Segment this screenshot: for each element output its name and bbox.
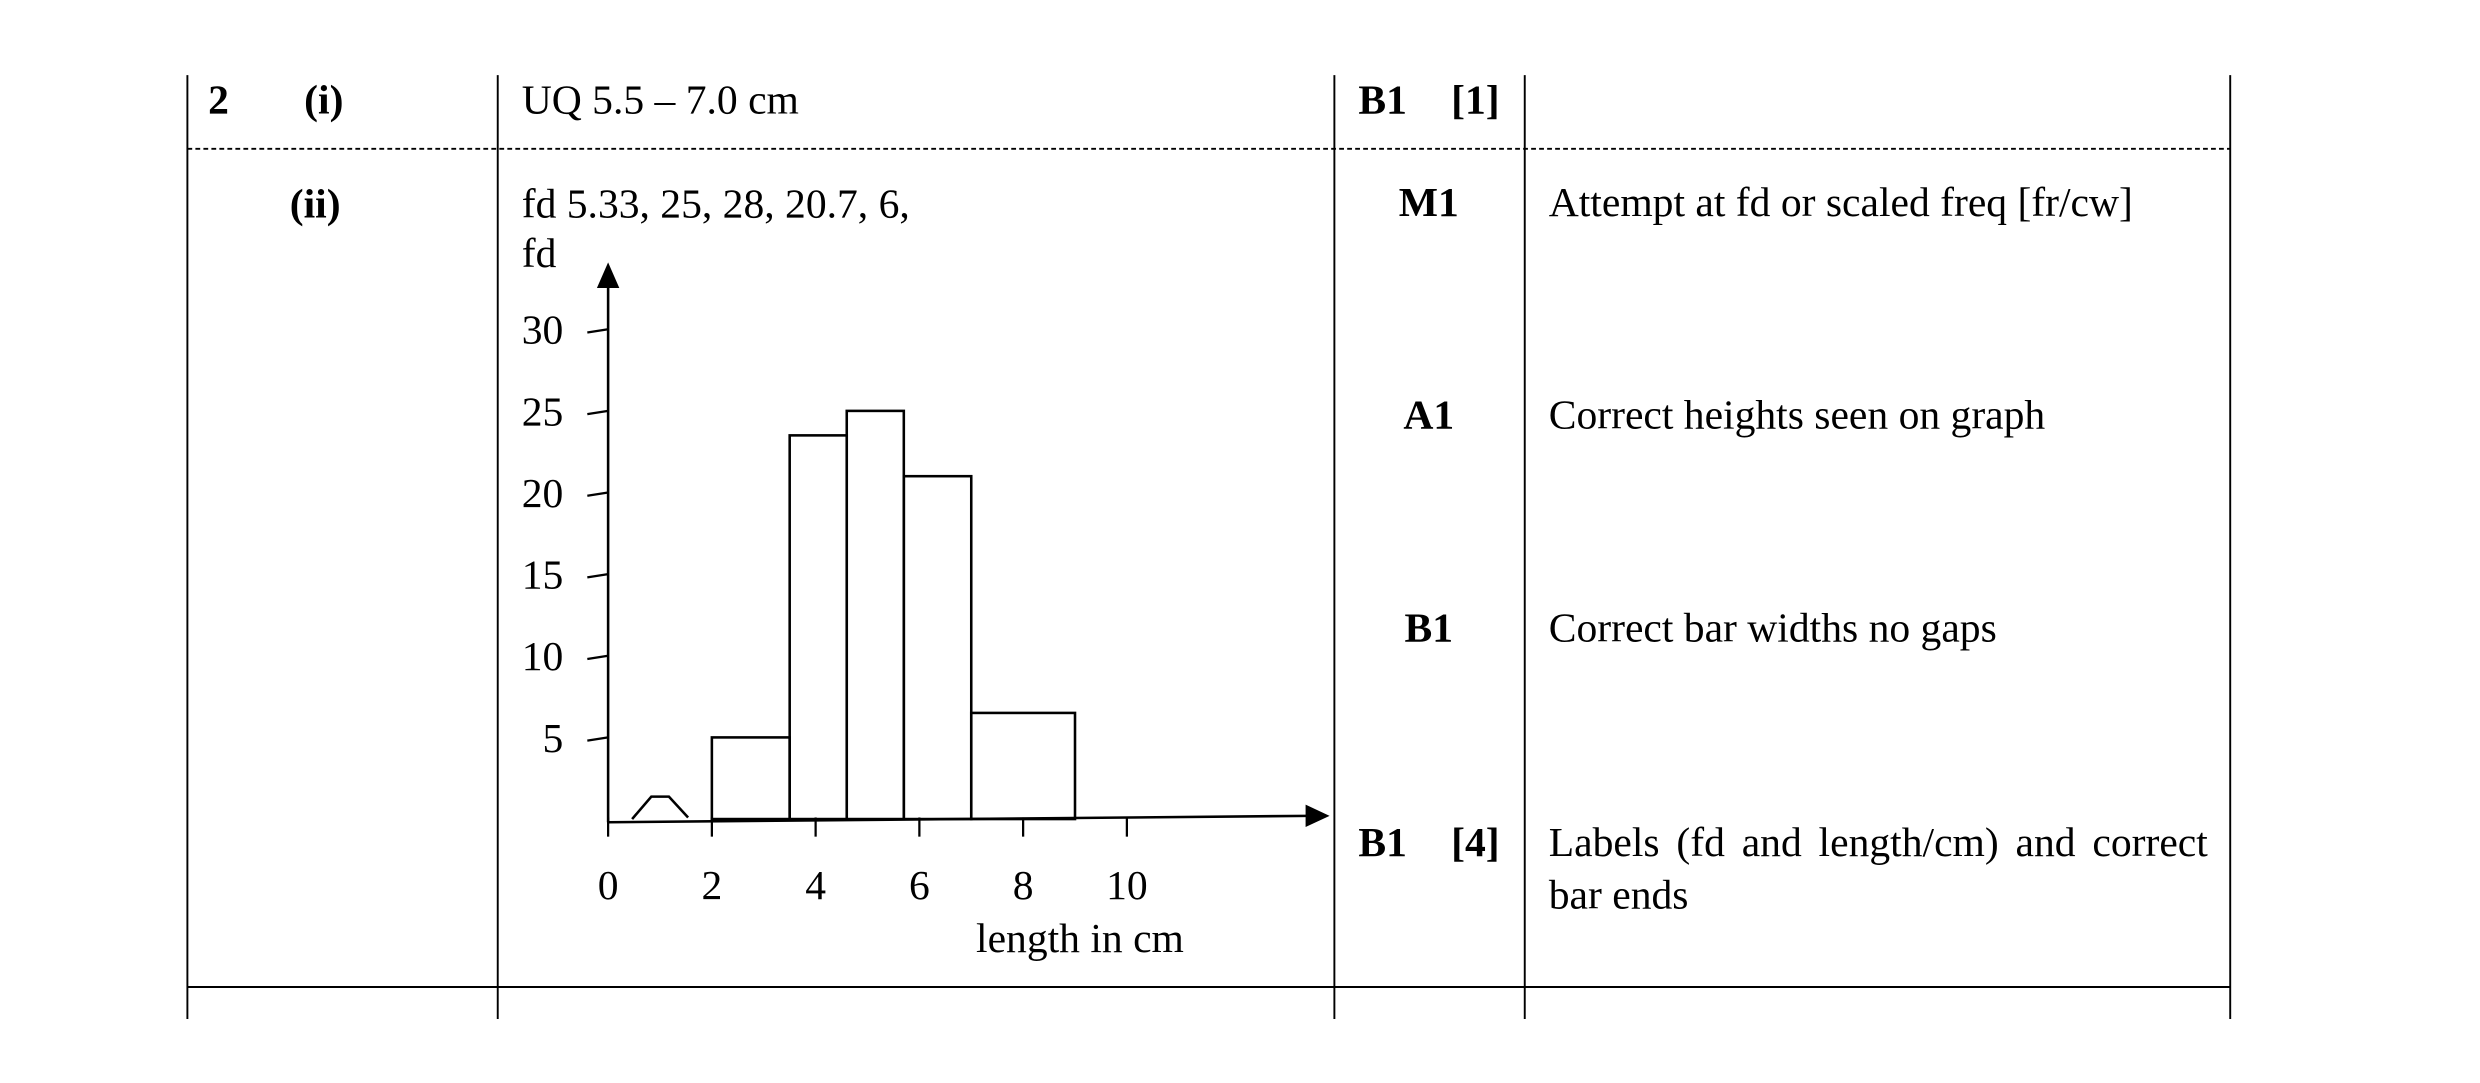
x-tick-label: 4 [805,862,826,908]
mark: A1 [1403,392,1454,438]
mark: M1 [1399,179,1459,225]
question-number: 2 [208,77,229,123]
bar [969,711,1077,821]
y-tick-label: 25 [522,388,564,434]
guidance: Correct heights seen on graph [1549,392,2046,438]
y-tick [587,491,609,497]
answer: fd 5.33, 25, 28, 20.7, 6, [522,181,910,227]
y-tick-label: 5 [543,715,564,761]
y-tick [587,573,609,579]
y-arrow [596,262,620,288]
bar [902,474,973,821]
guidance: Attempt at fd or scaled freq [fr/cw] [1549,179,2133,225]
guidance-box: Labels (fd and length/cm) and correct ba… [1548,819,2208,919]
y-axis-label: fd [522,230,557,276]
x-tick-label: 0 [598,862,619,908]
x-tick-label: 10 [1106,862,1148,908]
y-tick-label: 30 [522,307,564,353]
x-tick-label: 8 [1013,862,1034,908]
mark: B1 [1404,604,1453,650]
x-tick-label: 6 [909,862,930,908]
guidance: Labels (fd and length/cm) and correct ba… [1548,819,2208,919]
part-label: (i) [304,77,343,124]
mark-total: [1] [1451,77,1499,123]
mark: B1 [1358,819,1407,865]
histogram: fd length in cm 5 10 15 20 25 30 0 2 4 6 8 10 [522,230,1330,961]
y-tick [587,654,609,661]
y-tick-label: 10 [522,633,564,679]
bar [845,409,906,821]
y-tick [587,409,609,416]
axis-break [631,795,690,820]
y-tick-label: 15 [522,552,564,598]
x-axis-label: length in cm [976,915,1184,961]
bar [788,434,849,821]
mark: B1 [1358,77,1407,123]
x-tick-label: 2 [701,862,722,908]
y-tick [587,328,609,334]
bar [710,736,791,821]
x-arrow [1305,804,1330,828]
answer: UQ 5.5 – 7.0 cm [522,77,799,123]
y-tick-label: 20 [522,470,564,516]
part-label: (ii) [290,181,341,228]
mark-total: [4] [1451,819,1499,865]
table-rules [186,75,2232,1020]
y-tick [587,736,609,742]
guidance: Correct bar widths no gaps [1549,604,1997,650]
